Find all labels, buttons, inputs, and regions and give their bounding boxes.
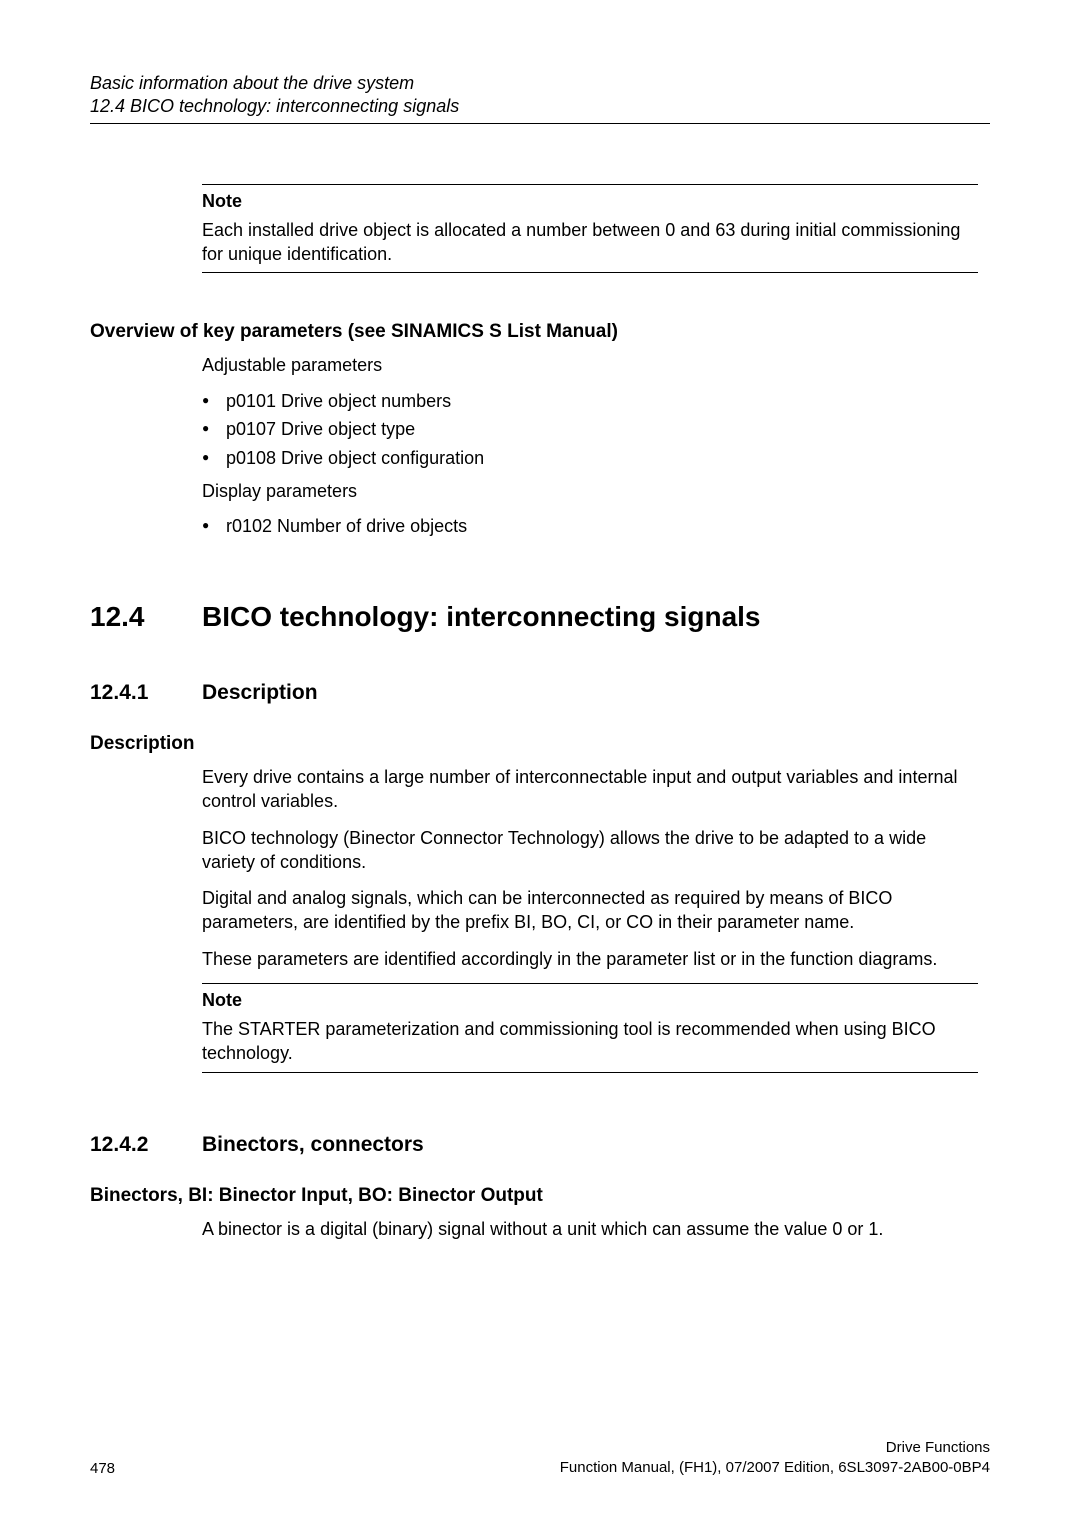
note-rule-top xyxy=(202,983,978,984)
subsection-number: 12.4.1 xyxy=(90,681,202,705)
header-rule xyxy=(90,123,990,124)
note-rule-bottom xyxy=(202,1072,978,1073)
note-block-1: Note Each installed drive object is allo… xyxy=(202,184,978,274)
note-title: Note xyxy=(202,990,978,1011)
section-heading: 12.4 BICO technology: interconnecting si… xyxy=(90,601,990,633)
adjustable-list: p0101 Drive object numbers p0107 Drive o… xyxy=(202,387,990,473)
note-body: Each installed drive object is allocated… xyxy=(202,218,978,267)
page-header: Basic information about the drive system… xyxy=(90,72,990,124)
description-heading: Description xyxy=(90,733,990,755)
header-line2: 12.4 BICO technology: interconnecting si… xyxy=(90,95,990,118)
subsection-title: Binectors, connectors xyxy=(202,1133,424,1157)
display-list: r0102 Number of drive objects xyxy=(202,512,990,541)
paragraph: Every drive contains a large number of i… xyxy=(202,765,978,814)
list-item: p0107 Drive object type xyxy=(202,415,990,444)
paragraph: Digital and analog signals, which can be… xyxy=(202,886,978,935)
note-body: The STARTER parameterization and commiss… xyxy=(202,1017,978,1066)
note-rule-top xyxy=(202,184,978,185)
section-number: 12.4 xyxy=(90,601,202,633)
page-footer: 478 Drive Functions Function Manual, (FH… xyxy=(90,1438,990,1477)
header-line1: Basic information about the drive system xyxy=(90,72,990,95)
page-number: 478 xyxy=(90,1460,115,1477)
note-block-2: Note The STARTER parameterization and co… xyxy=(202,983,978,1073)
binectors-heading: Binectors, BI: Binector Input, BO: Binec… xyxy=(90,1185,990,1207)
overview-heading: Overview of key parameters (see SINAMICS… xyxy=(90,321,990,343)
list-item: r0102 Number of drive objects xyxy=(202,512,990,541)
display-label: Display parameters xyxy=(202,479,978,504)
footer-right: Drive Functions Function Manual, (FH1), … xyxy=(560,1438,990,1477)
note-title: Note xyxy=(202,191,978,212)
footer-line2: Function Manual, (FH1), 07/2007 Edition,… xyxy=(560,1458,990,1478)
list-item: p0101 Drive object numbers xyxy=(202,387,990,416)
list-item: p0108 Drive object configuration xyxy=(202,444,990,473)
note-rule-bottom xyxy=(202,272,978,273)
paragraph: BICO technology (Binector Connector Tech… xyxy=(202,826,978,875)
subsection-1-heading: 12.4.1 Description xyxy=(90,681,990,705)
footer-line1: Drive Functions xyxy=(560,1438,990,1458)
subsection-title: Description xyxy=(202,681,318,705)
paragraph: These parameters are identified accordin… xyxy=(202,947,978,971)
paragraph: A binector is a digital (binary) signal … xyxy=(202,1217,978,1241)
subsection-2-heading: 12.4.2 Binectors, connectors xyxy=(90,1133,990,1157)
adjustable-label: Adjustable parameters xyxy=(202,353,978,378)
subsection-number: 12.4.2 xyxy=(90,1133,202,1157)
section-title: BICO technology: interconnecting signals xyxy=(202,601,761,633)
